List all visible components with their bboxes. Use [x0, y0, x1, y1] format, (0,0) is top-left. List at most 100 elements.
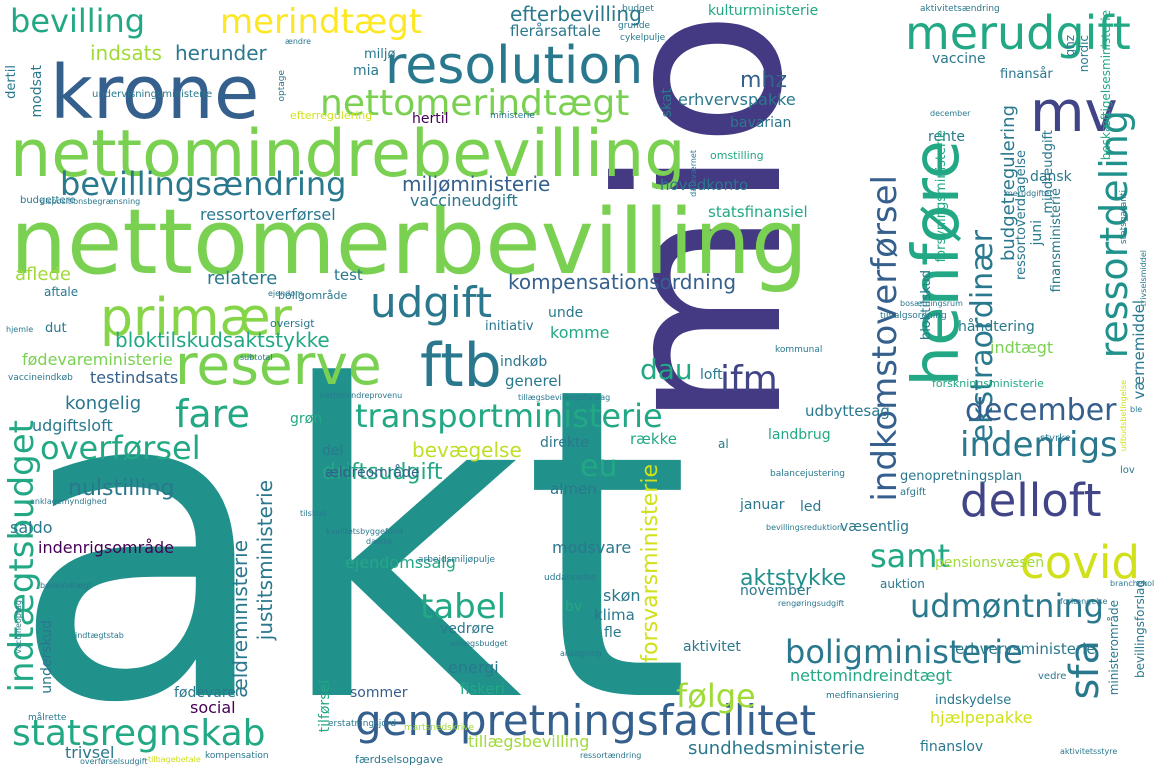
word: styrke	[1040, 433, 1071, 444]
word: skat	[659, 88, 675, 118]
word: transportministerie	[355, 397, 663, 435]
word: dataværnet	[689, 150, 698, 197]
word: forlængelse	[1060, 597, 1108, 606]
word: følge	[676, 677, 756, 715]
word: nettomerindtægt	[320, 83, 630, 124]
word: november	[740, 583, 812, 599]
word: beskæftigelsesministerie	[1099, 10, 1113, 161]
word: erhvervspakke	[678, 90, 796, 109]
word: væsentlig	[840, 519, 909, 535]
word: ressortændring	[580, 751, 642, 760]
word: dispositionsbegrænsning	[40, 197, 141, 206]
word: cykelpulje	[620, 33, 666, 43]
word: bosætningsrum	[900, 299, 963, 308]
word: underskud	[39, 620, 55, 694]
word: forskningsministerie	[932, 377, 1044, 390]
word: uddannelse	[544, 573, 597, 583]
word: mv	[1030, 80, 1118, 145]
word: statsregnskab	[12, 713, 266, 754]
word: mindreudgift	[1041, 130, 1056, 214]
word: arbejdsmiljøpulje	[418, 555, 496, 565]
word: miljøministerie	[402, 172, 551, 196]
word: unde	[548, 305, 584, 321]
word: december	[930, 109, 971, 118]
word: grøn	[290, 411, 323, 427]
word: nettomerbevilling	[10, 190, 809, 295]
word: bevilling	[10, 2, 146, 40]
word: bevillingsforslag	[1133, 580, 1147, 678]
word: mia	[353, 63, 380, 79]
word: færdselsopgave	[355, 753, 443, 766]
word: juni	[1029, 220, 1045, 246]
word: erhvervsministerie	[955, 640, 1096, 658]
word: komme	[550, 323, 610, 342]
word: initiativ	[485, 319, 534, 334]
word: efterbevilling	[510, 2, 642, 26]
word: sommer	[350, 685, 408, 701]
word: genopretningsplan	[900, 469, 1023, 484]
word: fle	[604, 625, 622, 641]
word: primær	[100, 288, 292, 348]
word: vaccine	[932, 51, 986, 67]
word: direkte	[540, 435, 590, 451]
word: udmøntning	[910, 587, 1104, 625]
word: indskydelse	[935, 693, 1012, 708]
word: trivselsmiddel	[1139, 250, 1148, 307]
word: boligministerie	[785, 633, 1023, 671]
word: aktivitetsændring	[920, 4, 1000, 14]
word: januar	[740, 497, 785, 513]
word: led	[800, 499, 822, 515]
word: aftale	[44, 285, 79, 299]
word: resolution	[385, 36, 644, 96]
word: undervisningsministerie	[92, 89, 213, 100]
word: aflede	[15, 264, 71, 285]
word: erstatningsjord	[328, 719, 397, 729]
word: dække	[366, 537, 393, 546]
word: indenrigs	[960, 425, 1118, 465]
word: kvalitetsbyggefond	[326, 527, 403, 536]
word: ministerområde	[1107, 600, 1121, 696]
word: ejendomssalg	[345, 553, 456, 572]
word: driftsudgift	[322, 460, 443, 485]
word: relatere	[207, 268, 278, 289]
word: indsats	[90, 41, 162, 65]
word: anklagemyndighed	[30, 497, 107, 506]
word: merudgifter	[1005, 189, 1053, 198]
word: december	[965, 393, 1117, 428]
word: boligområde	[278, 289, 348, 302]
word: anlægsbudget	[450, 639, 508, 648]
word: aktivitet	[683, 639, 741, 655]
word: vedrøre	[440, 621, 495, 637]
word: ministerie	[490, 111, 535, 121]
word: tilskud	[300, 509, 327, 518]
word: samt	[870, 537, 950, 575]
word: ansøgning	[560, 649, 602, 658]
word: loft	[700, 367, 723, 383]
word: aktivitetsstyre	[1060, 747, 1118, 756]
word: tilvalgsordning	[880, 311, 947, 321]
word: budgettere	[20, 195, 76, 206]
word: martsnedskrive	[404, 723, 475, 733]
word: klima	[594, 606, 635, 624]
word: nettomindreindtægt	[790, 666, 952, 685]
word: efterregulering	[290, 109, 373, 122]
word: tabel	[420, 587, 507, 627]
word: bloktilskudsaktstykke	[115, 328, 330, 352]
word: udgift	[370, 278, 493, 327]
word: bavarian	[730, 115, 792, 131]
word: ble	[1130, 405, 1143, 414]
word: udgiftsloft	[32, 416, 113, 435]
word: forsyningsministerie	[934, 130, 949, 263]
word: ejendom	[268, 289, 303, 298]
word: ændre	[285, 37, 312, 46]
word: indtægt	[990, 338, 1054, 357]
word: vaccineindkøb	[8, 373, 73, 383]
word: modsvare	[552, 538, 632, 557]
word: pensionsvæsen	[935, 555, 1045, 571]
word: rengøringsudgift	[778, 599, 845, 608]
word: almen	[550, 480, 597, 498]
word: vedre	[1038, 671, 1067, 682]
word: social	[190, 698, 236, 717]
word: dertil	[4, 65, 19, 99]
